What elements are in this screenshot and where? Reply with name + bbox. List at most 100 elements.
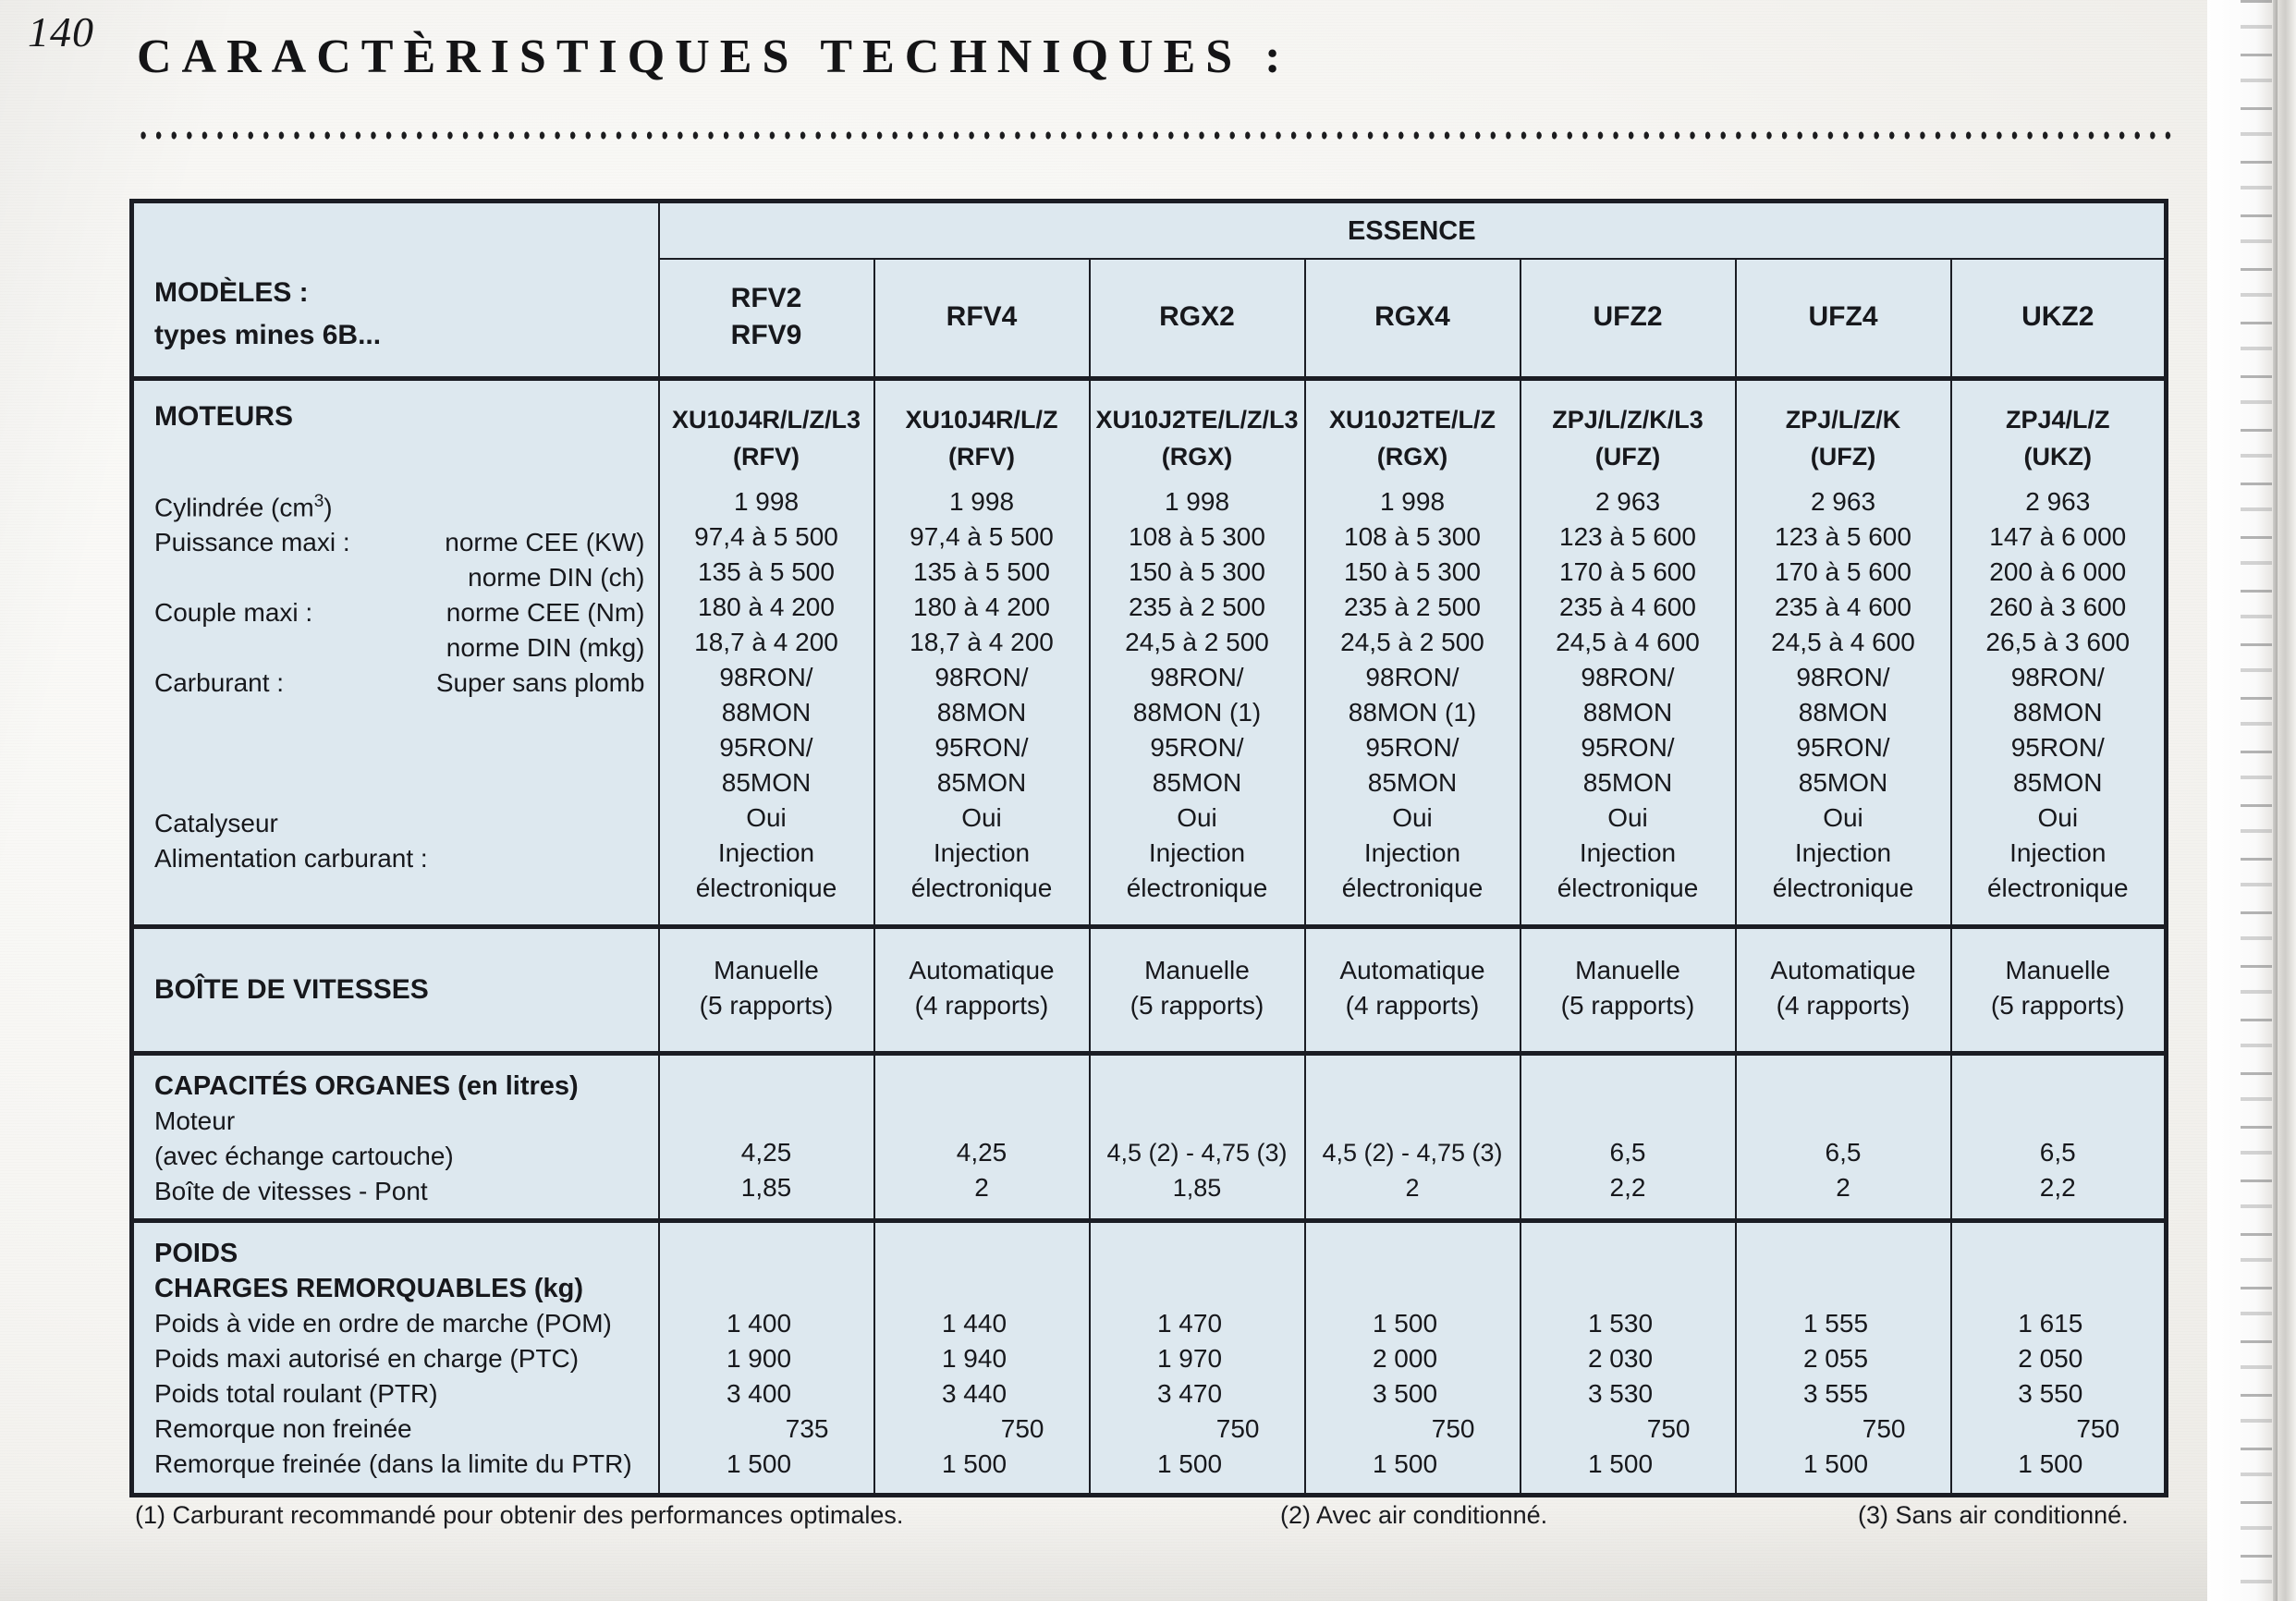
boite-value: Automatique: [1339, 956, 1485, 985]
spec-value: 97,4 à 5 500: [694, 522, 838, 551]
spec-value: 2 963: [1810, 487, 1876, 516]
spec-label-left: Catalyseur: [154, 809, 278, 838]
spec-value: 88MON: [2013, 698, 2103, 727]
footnote-1: (1) Carburant recommandé pour obtenir de…: [135, 1501, 904, 1529]
spacer-line: [1096, 1236, 1284, 1271]
spec-value: 24,5 à 2 500: [1125, 628, 1269, 656]
poids-value: 1 500: [941, 1449, 1008, 1479]
capacites-values-2: 4,5 (2) - 4,75 (3) 1,85: [1088, 1052, 1306, 1224]
capacite-value: 6,5: [1609, 1138, 1646, 1167]
engine-family-text: (UKZ): [2023, 443, 2092, 471]
poids-value: 750: [1431, 1414, 1475, 1444]
spacer-line: [666, 1271, 853, 1306]
spec-value: 24,5 à 4 600: [1771, 628, 1915, 656]
spec-label-right: [432, 701, 658, 736]
spacer-line: [1958, 1271, 2144, 1306]
spec-value: électronique: [910, 874, 1053, 902]
moteurs-values-5: 2 963 123 à 5 600 170 à 5 600 235 à 4 600 24…: [1734, 475, 1952, 930]
capacite-value: 6,5: [1825, 1138, 1862, 1167]
poids-value: 2 050: [2018, 1344, 2083, 1374]
spec-value: 180 à 4 200: [913, 593, 1050, 621]
boite-value: Manuelle: [714, 956, 819, 985]
spec-label-right: [432, 771, 658, 806]
spacer-line: [1096, 1271, 1284, 1306]
poids-value: 750: [1646, 1414, 1691, 1444]
poids-value: 3 400: [726, 1379, 792, 1409]
spec-value: Injection: [933, 838, 1031, 867]
spec-label-left: Puissance maxi :: [154, 528, 350, 557]
engine-code-text: ZPJ/L/Z/K/L3: [1552, 406, 1704, 434]
engine-code-6: ZPJ4/L/Z (UKZ): [1949, 377, 2169, 475]
spacer-line: [1527, 1100, 1729, 1135]
boite-value: Automatique: [909, 956, 1055, 985]
poids-values-4: 1 530 2 030 3 530 750 1 500: [1519, 1219, 1737, 1498]
poids-value: 1 500: [1587, 1449, 1654, 1479]
spec-value: 170 à 5 600: [1559, 557, 1696, 586]
boite-value: Manuelle: [2005, 956, 2111, 985]
spec-label-row: Cylindrée (cm3): [154, 484, 658, 525]
poids-value: 1 555: [1802, 1309, 1869, 1338]
spec-value: 85MON: [721, 768, 812, 797]
spacer-line: [1096, 1100, 1299, 1135]
poids-value: 750: [2076, 1414, 2120, 1444]
engine-code-2: XU10J2TE/L/Z/L3 (RGX): [1088, 377, 1306, 475]
spacer-line: [666, 1065, 868, 1100]
poids-value: 3 500: [1372, 1379, 1438, 1409]
poids-values-6: 1 615 2 050 3 550 750 1 500: [1949, 1219, 2169, 1498]
poids-value: 2 030: [1587, 1344, 1654, 1374]
spacer-line: [1527, 1271, 1715, 1306]
spacer-line: [1958, 1065, 2159, 1100]
spec-value: 95RON/: [1581, 733, 1675, 762]
capacites-sub: Moteur: [154, 1106, 236, 1136]
spec-label-right: [432, 806, 658, 841]
poids-value: 1 500: [726, 1449, 792, 1479]
moteurs-values-3: 1 998 108 à 5 300 150 à 5 300 235 à 2 500 24…: [1303, 475, 1521, 930]
engine-family-text: (RGX): [1376, 443, 1448, 471]
spacer-line: [1312, 1065, 1514, 1100]
capacites-values-4: 6,5 2,2: [1519, 1052, 1737, 1224]
section-poids: POIDS CHARGES REMORQUABLES (kg) Poids à …: [129, 1219, 2169, 1498]
boite-value-0: Manuelle (5 rapports): [657, 925, 875, 1057]
spec-value: Oui: [961, 803, 1002, 832]
poids-value: 1 970: [1156, 1344, 1223, 1374]
boite-value: (4 rapports): [1345, 991, 1480, 1020]
spec-value: 98RON/: [1581, 663, 1675, 691]
spec-value: 85MON: [1367, 768, 1458, 797]
spec-value: 98RON/: [934, 663, 1029, 691]
poids-row-label-4: Remorque freinée (dans la limite du PTR): [154, 1449, 632, 1479]
poids-values-2: 1 470 1 970 3 470 750 1 500: [1088, 1219, 1306, 1498]
engine-code-text: XU10J2TE/L/Z/L3: [1095, 406, 1299, 434]
spec-value: 98RON/: [1796, 663, 1890, 691]
spec-value: 108 à 5 300: [1129, 522, 1265, 551]
spec-value: 85MON: [1152, 768, 1242, 797]
moteurs-spec-labels: Cylindrée (cm3) Puissance maxi : norme CE…: [129, 475, 660, 930]
boite-value: Automatique: [1770, 956, 1916, 985]
spacer-line: [1312, 1271, 1499, 1306]
spec-label-row: norme DIN (mkg): [154, 630, 658, 666]
poids-value: 2 055: [1802, 1344, 1869, 1374]
boite-value: (4 rapports): [1776, 991, 1911, 1020]
spec-value: 98RON/: [1150, 663, 1244, 691]
spec-label-right: [432, 736, 658, 771]
spec-value: 170 à 5 600: [1775, 557, 1911, 586]
spec-label-left: Carburant :: [154, 668, 285, 698]
spec-label-row: Alimentation carburant :: [154, 841, 658, 876]
capacites-values-0: 4,25 1,85: [657, 1052, 875, 1224]
spec-value: 147 à 6 000: [1989, 522, 2127, 551]
poids-value: 1 400: [726, 1309, 792, 1338]
spec-label-right: [432, 484, 658, 525]
moteurs-values-2: 1 998 108 à 5 300 150 à 5 300 235 à 2 500 24…: [1088, 475, 1306, 930]
spec-value: 95RON/: [1365, 733, 1459, 762]
spec-value: 123 à 5 600: [1775, 522, 1911, 551]
engine-family-text: (RFV): [733, 443, 800, 471]
section-boite: BOÎTE DE VITESSES Manuelle (5 rapports) A…: [129, 925, 2169, 1057]
engine-family-text: (RGX): [1161, 443, 1233, 471]
footnote-3: (3) Sans air conditionné.: [1858, 1501, 2129, 1529]
spec-value: 1 998: [733, 487, 800, 516]
spec-value: 150 à 5 300: [1344, 557, 1481, 586]
column-header-4: UFZ2: [1519, 258, 1737, 381]
engine-code-text: ZPJ/L/Z/K: [1785, 406, 1901, 434]
capacite-value: 1,85: [1172, 1174, 1222, 1203]
capacites-title: CAPACITÉS ORGANES (en litres): [154, 1071, 579, 1102]
spec-value: 235 à 2 500: [1344, 593, 1481, 621]
